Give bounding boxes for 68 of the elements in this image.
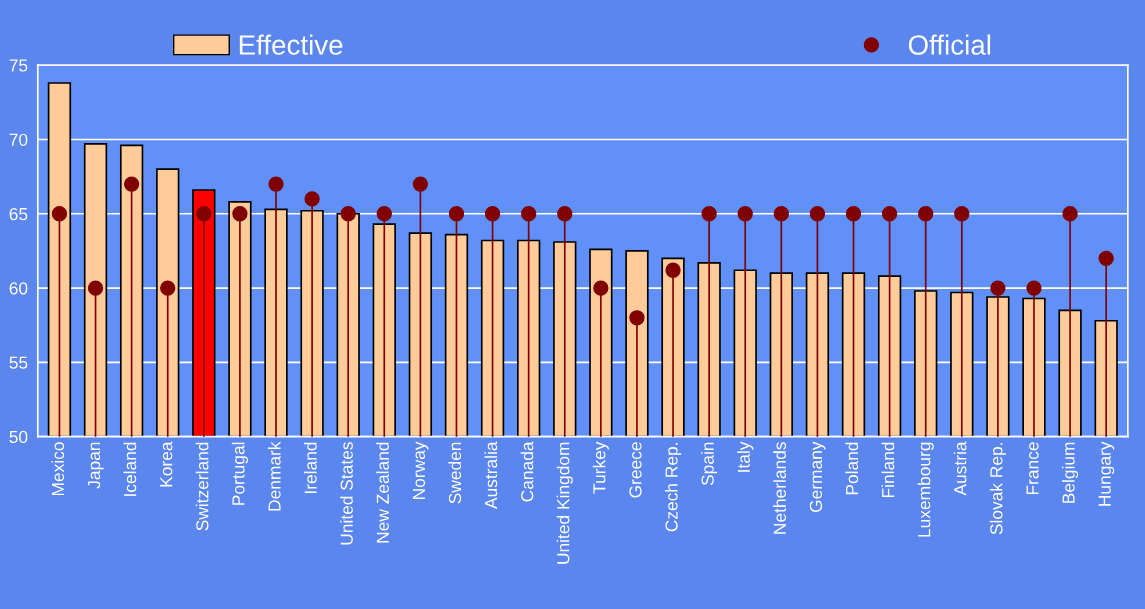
x-tick-label: Czech Rep. xyxy=(664,443,682,532)
y-tick-label: 75 xyxy=(9,59,28,72)
x-tick-label: Slovak Rep. xyxy=(989,443,1006,535)
x-tick-label: Portugal xyxy=(231,442,248,505)
point xyxy=(448,206,465,222)
x-tick-label: United Kingdom xyxy=(556,442,573,564)
point xyxy=(1098,250,1114,266)
y-tick-label: 65 xyxy=(9,207,28,221)
y-tick-label: 55 xyxy=(9,356,28,369)
x-tick-label: New Zealand xyxy=(376,442,389,543)
y-tick-label: 50 xyxy=(9,430,28,444)
point xyxy=(1026,280,1042,296)
x-tick-label: Ireland xyxy=(304,442,317,493)
x-tick-label: Norway xyxy=(412,441,429,499)
point xyxy=(629,310,645,326)
point xyxy=(809,206,826,222)
x-tick-label: Sweden xyxy=(448,442,462,504)
point xyxy=(412,176,429,192)
point xyxy=(160,280,176,296)
point xyxy=(196,206,212,222)
x-tick-label: Hungary xyxy=(1098,441,1115,506)
x-tick-label: Denmark xyxy=(267,441,281,511)
legend-label: Official xyxy=(908,34,991,55)
point xyxy=(484,206,501,222)
x-tick-label: Spain xyxy=(701,442,718,486)
point xyxy=(376,206,392,222)
x-tick-label: Canada xyxy=(520,441,534,502)
x-tick-label: France xyxy=(1026,442,1039,495)
x-tick-label: Korea xyxy=(160,441,173,487)
point xyxy=(557,206,573,222)
point xyxy=(954,206,970,222)
point xyxy=(918,206,934,222)
x-tick-label: Switzerland xyxy=(195,442,209,531)
point xyxy=(665,262,681,278)
x-tick-label: Italy xyxy=(737,441,754,472)
x-tick-label: Australia xyxy=(484,441,498,510)
x-tick-label: Belgium xyxy=(1061,442,1079,503)
y-tick-label: 70 xyxy=(9,133,28,146)
point xyxy=(593,280,609,296)
x-tick-label: Poland xyxy=(845,442,859,495)
point xyxy=(268,176,284,192)
point xyxy=(232,206,248,222)
point xyxy=(737,206,753,222)
x-tick-label: Iceland xyxy=(123,442,137,496)
x-tick-label: Mexico xyxy=(51,442,65,496)
point xyxy=(701,206,717,222)
x-tick-label: Germany xyxy=(809,441,826,513)
point xyxy=(521,206,537,222)
x-tick-label: Turkey xyxy=(592,441,609,494)
x-tick-label: United States xyxy=(340,442,353,545)
y-tick-label: 60 xyxy=(9,282,28,295)
point xyxy=(845,206,862,222)
point xyxy=(87,280,104,296)
legend-label: Effective xyxy=(239,34,343,55)
point xyxy=(123,176,140,192)
point xyxy=(773,206,789,222)
point xyxy=(881,206,898,222)
x-tick-label: Finland xyxy=(881,442,895,498)
x-tick-label: Luxembourg xyxy=(917,442,934,537)
point xyxy=(51,206,68,222)
x-tick-label: Japan xyxy=(88,442,104,489)
x-tick-label: Austria xyxy=(953,441,967,496)
x-tick-label: Netherlands xyxy=(773,442,786,534)
point xyxy=(1062,206,1078,222)
point xyxy=(990,280,1006,296)
point xyxy=(340,206,356,222)
x-tick-label: Greece xyxy=(629,442,642,498)
point xyxy=(304,191,320,207)
